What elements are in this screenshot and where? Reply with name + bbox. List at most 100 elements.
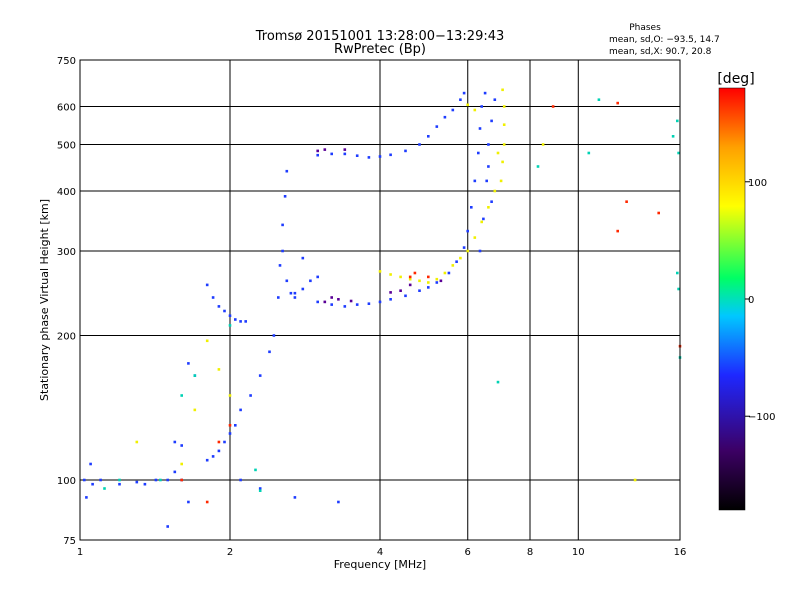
data-point: [490, 119, 493, 123]
data-point: [118, 482, 121, 486]
data-point: [536, 165, 540, 168]
colorbar-label: [deg]: [717, 71, 754, 87]
data-point: [408, 275, 412, 279]
x-tick-label: 10: [572, 547, 585, 558]
data-point: [228, 314, 232, 317]
data-point: [389, 273, 392, 276]
data-point: [473, 108, 477, 112]
y-tick-label: 75: [63, 536, 76, 547]
data-point: [404, 294, 407, 298]
data-point: [244, 320, 247, 323]
data-point: [676, 271, 679, 275]
data-point: [502, 105, 506, 108]
plot-frame: [79, 59, 681, 541]
y-tick-label: 200: [57, 332, 76, 343]
data-point: [85, 496, 88, 499]
data-point: [91, 482, 94, 486]
data-point: [316, 153, 319, 157]
data-point: [349, 299, 353, 303]
data-point: [278, 264, 282, 267]
data-point: [330, 296, 333, 299]
data-point: [285, 169, 289, 173]
data-point: [323, 148, 327, 151]
chart-title: Tromsø 20151001 13:28:00−13:29:43: [255, 29, 505, 44]
x-tick-label: 6: [465, 547, 471, 558]
data-point: [389, 298, 392, 301]
data-point: [285, 279, 289, 283]
data-point: [211, 296, 215, 299]
data-point: [205, 339, 209, 343]
data-point: [482, 217, 485, 221]
data-point: [480, 220, 483, 224]
data-point: [268, 350, 271, 354]
data-point: [217, 305, 221, 308]
data-point: [289, 291, 293, 295]
data-point: [301, 256, 305, 260]
data-point: [234, 424, 237, 427]
data-point: [677, 287, 680, 291]
data-point: [435, 281, 439, 284]
data-point: [451, 108, 455, 112]
data-point: [316, 300, 319, 304]
data-point: [493, 98, 497, 101]
data-point: [118, 478, 121, 482]
data-point: [337, 500, 340, 504]
chart-subtitle: RwPretec (Bp): [334, 42, 426, 57]
data-point: [223, 440, 226, 444]
data-point: [493, 189, 497, 193]
data-point: [496, 151, 500, 155]
data-point: [330, 303, 333, 306]
data-point: [367, 156, 371, 159]
colorbar-tick-label: 0: [748, 295, 754, 306]
data-point: [480, 105, 483, 108]
data-point: [217, 440, 221, 444]
x-tick-label: 2: [227, 547, 233, 558]
data-point: [633, 478, 637, 482]
data-point: [487, 165, 490, 168]
data-point: [159, 478, 162, 482]
data-point: [389, 291, 392, 294]
data-point: [473, 179, 477, 183]
data-point: [217, 368, 221, 371]
data-point: [187, 500, 190, 504]
data-point: [367, 302, 371, 305]
data-point: [173, 470, 177, 474]
grid-lines: [79, 59, 681, 541]
data-point: [439, 279, 443, 283]
data-point: [193, 374, 197, 377]
data-point: [487, 143, 490, 146]
y-tick-label: 750: [57, 56, 76, 67]
data-point: [502, 123, 506, 126]
y-axis-label: Stationary phase Virtual Height [km]: [38, 199, 51, 401]
data-point: [625, 200, 628, 203]
data-point: [205, 500, 209, 504]
data-point: [205, 458, 209, 462]
data-point: [254, 468, 257, 472]
data-point: [459, 256, 462, 260]
data-point: [378, 270, 382, 273]
y-tick-label: 400: [57, 187, 76, 198]
data-point: [293, 496, 297, 499]
data-point: [99, 478, 102, 482]
data-point: [462, 246, 466, 249]
data-point: [418, 289, 421, 292]
data-point: [404, 149, 407, 153]
data-point: [459, 98, 462, 101]
data-point: [435, 277, 439, 281]
data-point: [355, 303, 359, 306]
data-point: [316, 275, 319, 279]
data-point: [180, 462, 183, 466]
data-point: [283, 195, 287, 198]
data-point: [499, 179, 503, 183]
data-point: [378, 155, 382, 158]
data-point: [496, 380, 500, 384]
data-point: [154, 478, 158, 482]
data-point: [443, 271, 447, 275]
data-point: [597, 98, 601, 101]
data-point: [427, 135, 430, 138]
data-point: [103, 487, 106, 490]
data-point: [143, 482, 147, 486]
data-point: [309, 279, 312, 283]
data-point: [272, 334, 276, 337]
